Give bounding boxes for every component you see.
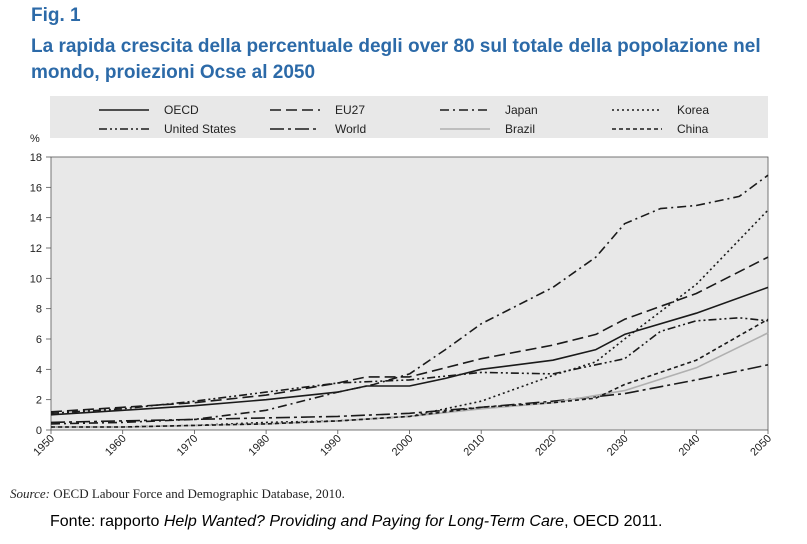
series-lines [50, 174, 769, 428]
y-tick-label: 16 [30, 182, 42, 194]
y-tick-label: 0 [36, 425, 42, 437]
y-tick-label: 10 [30, 273, 42, 285]
legend-label: United States [164, 122, 236, 136]
x-tick-label: 2010 [462, 433, 488, 459]
y-tick-label: 14 [30, 213, 42, 225]
line-chart: % OECD EU27 Japan Korea United States World Br… [30, 96, 774, 459]
legend: OECD EU27 Japan Korea United States World Braz… [99, 103, 709, 136]
x-tick-label: 2050 [748, 433, 774, 459]
fonte-report-title: Help Wanted? Providing and Paying for Lo… [163, 513, 565, 530]
figure-label: Fig. 1 [31, 5, 81, 26]
y-tick-label: 4 [36, 364, 42, 376]
x-tick-label: 2020 [533, 433, 559, 459]
series-line-world [50, 364, 769, 424]
y-axis-unit-label: % [30, 133, 40, 145]
fonte-prefix: Fonte: rapporto [50, 513, 164, 530]
y-tick-label: 18 [30, 152, 42, 164]
legend-label: EU27 [335, 103, 365, 117]
source-text: OECD Labour Force and Demographic Databa… [53, 486, 345, 501]
y-tick-label: 2 [36, 395, 42, 407]
source-prefix: Source: [10, 486, 50, 501]
legend-label: China [677, 122, 709, 136]
x-tick-label: 1970 [175, 433, 201, 459]
series-line-china [51, 318, 769, 428]
legend-label: Brazil [505, 122, 535, 136]
series-line-oecd [50, 286, 769, 416]
x-tick-label: 2030 [605, 433, 631, 459]
x-tick-label: 2040 [677, 433, 703, 459]
x-tick-label: 1990 [318, 433, 344, 459]
x-tick-label: 2000 [390, 433, 416, 459]
legend-background [50, 96, 768, 138]
x-tick-label: 1960 [103, 433, 129, 459]
legend-label: Japan [505, 103, 538, 117]
y-tick-label: 6 [36, 334, 42, 346]
fonte-suffix: , OECD 2011. [564, 513, 663, 530]
figure-title: La rapida crescita della percentuale deg… [31, 36, 761, 83]
legend-label: OECD [164, 103, 199, 117]
y-tick-label: 8 [36, 304, 42, 316]
plot-area [50, 156, 769, 431]
fonte-note: Fonte: rapporto Help Wanted? Providing a… [50, 513, 663, 531]
series-line-eu27 [50, 256, 769, 413]
source-note: Source: OECD Labour Force and Demographi… [10, 486, 345, 502]
series-line-united-states [50, 317, 769, 415]
x-tick-label: 1980 [246, 433, 272, 459]
series-line-japan [50, 174, 769, 425]
y-tick-label: 12 [30, 243, 42, 255]
legend-label: World [335, 122, 366, 136]
legend-label: Korea [677, 103, 709, 117]
